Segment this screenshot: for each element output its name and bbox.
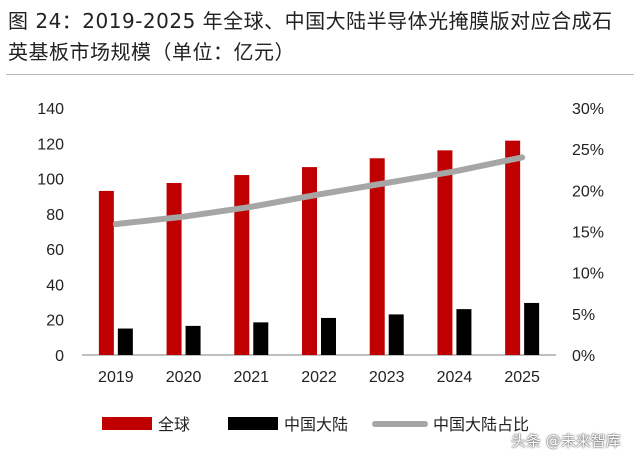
bar-global-2021 [234, 175, 250, 355]
watermark: 头条 @未来智库 [511, 432, 621, 450]
legend: 全球 中国大陆 中国大陆占比 [102, 415, 529, 434]
bar-global-2019 [98, 190, 114, 355]
left-tick-label: 100 [37, 172, 64, 189]
bars [98, 140, 540, 355]
bar-china-2021 [253, 322, 269, 355]
x-tick-label: 2021 [233, 369, 269, 386]
bar-global-2025 [505, 140, 521, 355]
right-axis: 0% 5% 10% 15% 20% 25% 30% [572, 101, 604, 365]
bar-china-2020 [185, 325, 201, 355]
legend-label: 中国大陆占比 [433, 415, 529, 434]
share-line [112, 154, 526, 228]
bar-global-2022 [302, 167, 317, 355]
bar-china-2022 [321, 317, 336, 355]
x-tick-label: 2025 [504, 369, 540, 386]
bar-global-2020 [166, 182, 182, 355]
right-tick-label: 15% [572, 225, 604, 242]
x-tick-label: 2020 [166, 369, 202, 386]
bar-china-2025 [524, 302, 540, 355]
x-tick-label: 2024 [437, 369, 473, 386]
right-tick-label: 10% [572, 266, 604, 283]
left-tick-label: 80 [46, 207, 64, 224]
chart-title: 图 24：2019-2025 年全球、中国大陆半导体光掩膜版对应合成石英基板市场… [8, 9, 613, 64]
left-tick-label: 20 [46, 313, 64, 330]
right-tick-label: 0% [572, 348, 595, 365]
title-divider [6, 74, 634, 75]
legend-swatch-0 [102, 417, 152, 430]
bar-global-2024 [437, 150, 453, 355]
bar-china-2024 [456, 309, 472, 355]
right-tick-label: 30% [572, 101, 604, 118]
left-axis: 0 20 40 60 80 100 120 140 [37, 101, 64, 365]
left-tick-label: 140 [37, 101, 64, 118]
left-tick-label: 0 [55, 348, 64, 365]
right-tick-label: 5% [572, 307, 595, 324]
right-tick-label: 20% [572, 183, 604, 200]
left-tick-label: 120 [37, 136, 64, 153]
bar-china-2023 [388, 314, 404, 355]
legend-label: 全球 [158, 415, 190, 434]
right-tick-label: 25% [572, 142, 604, 159]
x-axis: 2019 2020 2021 2022 2023 2024 2025 [98, 369, 540, 386]
bar-china-2019 [117, 328, 133, 355]
x-tick-label: 2023 [369, 369, 405, 386]
left-tick-label: 40 [46, 277, 64, 294]
left-tick-label: 60 [46, 242, 64, 259]
legend-swatch-1 [228, 417, 278, 430]
bar-global-2023 [369, 158, 385, 355]
legend-label: 中国大陆 [284, 415, 348, 434]
x-tick-label: 2022 [301, 369, 337, 386]
x-tick-label: 2019 [98, 369, 134, 386]
